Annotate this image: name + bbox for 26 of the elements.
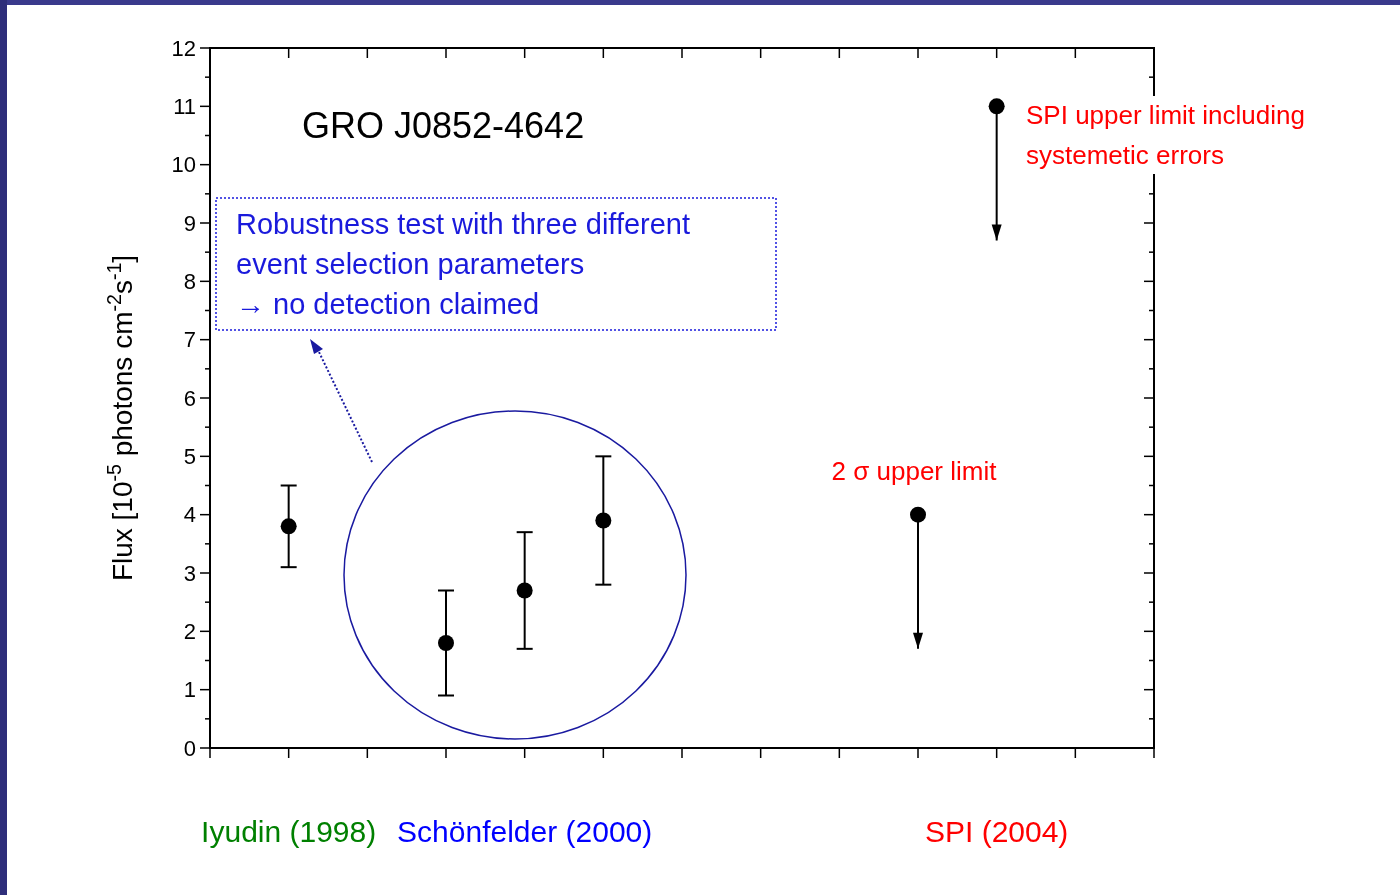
y-tick-label: 3 xyxy=(183,560,196,586)
annotation: 2 σ upper limit xyxy=(831,456,998,486)
annotation: Robustness test with three different event selection parameters → no detection claimed xyxy=(236,208,691,320)
annotation: SPI upper limit including systemetic errors xyxy=(1026,100,1305,170)
y-tick-label: 11 xyxy=(173,94,196,120)
point xyxy=(280,518,297,535)
y-tick-label: 12 xyxy=(171,35,196,61)
y-tick-label: 6 xyxy=(183,385,196,411)
y-tick-label: 4 xyxy=(183,502,196,528)
point xyxy=(910,506,926,523)
y-tick-label: 8 xyxy=(183,269,196,295)
x-tick-label: Schönfelder (2000) xyxy=(397,815,653,848)
y-tick-label: 10 xyxy=(171,152,196,178)
y-tick-label: 5 xyxy=(183,444,196,470)
y-tick-label: 0 xyxy=(183,735,196,761)
y-tick-label: 1 xyxy=(183,677,196,703)
x-tick-label: Iyudin (1998) xyxy=(201,815,377,848)
point xyxy=(595,512,612,529)
x-tick-label: SPI (2004) xyxy=(924,815,1069,848)
point xyxy=(516,582,533,599)
text: GRO J0852-4642 xyxy=(302,105,585,146)
y-tick-label: 7 xyxy=(183,327,196,353)
point xyxy=(438,635,454,651)
y-tick-label: 2 xyxy=(183,619,196,645)
point xyxy=(988,98,1005,115)
y-tick-label: 9 xyxy=(183,210,196,236)
